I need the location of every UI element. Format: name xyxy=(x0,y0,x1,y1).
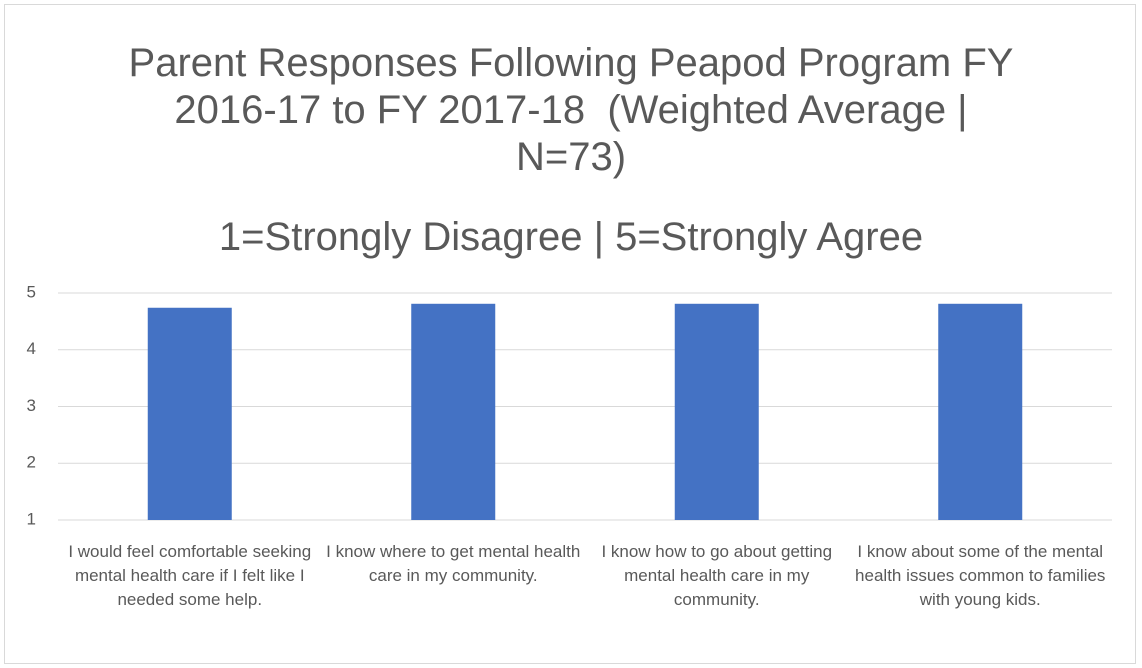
y-tick-label: 2 xyxy=(27,453,36,472)
y-tick-label: 1 xyxy=(27,509,36,528)
bar xyxy=(411,303,496,520)
y-tick-label: 4 xyxy=(27,339,36,358)
y-tick-label: 5 xyxy=(27,282,36,301)
bar xyxy=(674,303,759,520)
chart-title: Parent Responses Following Peapod Progra… xyxy=(128,41,1025,179)
x-tick-label: I know where to get mental health care i… xyxy=(326,542,581,585)
bar xyxy=(938,303,1023,520)
y-tick-label: 3 xyxy=(27,396,36,415)
x-tick-label: I would feel comfortable seeking mental … xyxy=(68,542,312,609)
x-tick-label: I know how to go about getting mental he… xyxy=(601,542,833,609)
chart-border xyxy=(4,4,1136,664)
bar xyxy=(147,307,232,520)
x-tick-label: I know about some of the mental health i… xyxy=(855,542,1106,609)
chart-subtitle: 1=Strongly Disagree | 5=Strongly Agree xyxy=(218,215,924,259)
